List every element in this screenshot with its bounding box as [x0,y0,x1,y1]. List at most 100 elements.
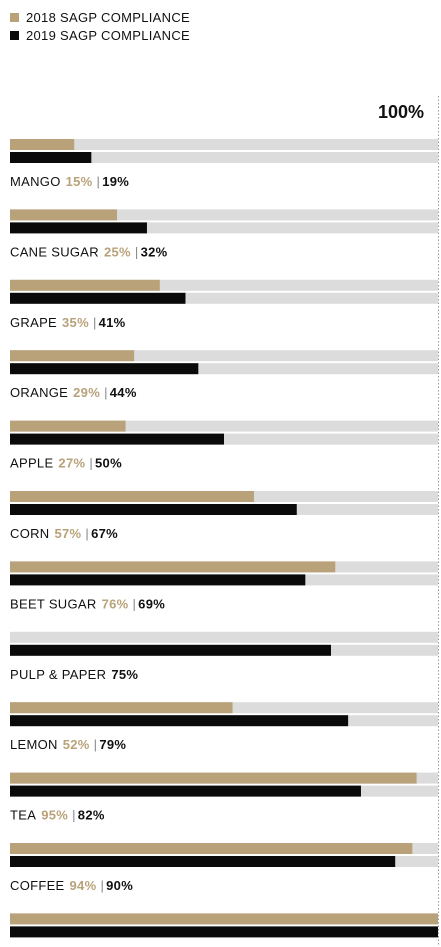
bar-2018 [10,209,117,221]
category-label: CANE SUGAR 25% | 32% [10,244,168,259]
value-separator: | [104,385,108,400]
bar-2019 [10,715,349,727]
bar-2019 [10,574,306,586]
category-label: TEA 95% | 82% [10,808,105,823]
legend-item-2018: 2018 SAGP COMPLIANCE [10,8,190,26]
bar-group: SOYBEANS100%|100% [10,913,438,938]
bar-group: MANGO 15% | 19% [10,139,438,189]
bar-2019 [10,785,361,797]
value-label-2018: 35% [62,315,89,330]
category-name: GRAPE [10,315,57,330]
value-label-2018: 27% [58,456,85,471]
bar-group: CORN 57% | 67% [10,491,438,541]
category-label: COFFEE 94% | 90% [10,878,133,893]
value-label-2019: 79% [99,737,126,752]
category-name: TEA [10,808,36,823]
bar-2019 [10,363,199,375]
category-name: ORANGE [10,385,68,400]
bar-group: COFFEE 94% | 90% [10,843,438,893]
bar-group: APPLE 27% | 50% [10,420,438,471]
category-name: MANGO [10,174,61,189]
value-label-2019: 75% [111,667,138,682]
bar-2019 [10,926,438,938]
category-label: MANGO 15% | 19% [10,174,129,189]
bar-2018 [10,350,135,362]
category-name: COFFEE [10,878,65,893]
category-label: BEET SUGAR 76% | 69% [10,596,165,611]
legend-swatch-2019 [10,30,19,40]
track-2019 [10,222,438,234]
track-2019 [10,152,438,163]
value-label-2019: 19% [102,174,129,189]
value-separator: | [72,808,76,823]
value-label-2019: 69% [138,596,165,611]
legend-item-2019: 2019 SAGP COMPLIANCE [10,26,190,44]
value-separator: | [100,878,104,893]
bar-2018 [10,772,417,784]
bar-2018 [10,913,438,925]
value-separator: | [94,737,98,752]
value-label-2019: 50% [95,456,122,471]
value-label-2018: 29% [73,385,100,400]
value-separator: | [132,596,136,611]
bar-2019 [10,222,147,234]
category-label: CORN 57% | 67% [10,526,118,541]
track-2018 [10,279,438,291]
bar-2019 [10,152,92,163]
value-label-2018: 76% [102,596,129,611]
legend: 2018 SAGP COMPLIANCE 2019 SAGP COMPLIANC… [10,8,190,44]
bar-2019 [10,504,297,515]
value-label-2019: 82% [78,808,105,823]
category-label: APPLE 27% | 50% [10,456,122,471]
track-2018 [10,209,438,221]
bar-2018 [10,139,75,150]
track-2018 [10,139,438,150]
category-name: PULP & PAPER [10,667,106,682]
value-label-2019: 67% [91,526,118,541]
bar-2019 [10,292,186,304]
bar-group: ORANGE 29% | 44% [10,350,438,400]
bar-2019 [10,856,396,867]
bar-2018 [10,491,254,502]
value-label-2018: 25% [104,244,131,259]
bar-2019 [10,644,331,656]
value-label-2019: 90% [106,878,133,893]
track-2018 [10,420,438,432]
value-label-2018: 15% [66,174,93,189]
category-label: ORANGE 29% | 44% [10,385,137,400]
axis-max-label: 100% [378,102,424,122]
value-label-2019: 41% [99,315,126,330]
value-label-2019: 32% [141,244,168,259]
category-name: BEET SUGAR [10,596,97,611]
bar-group: LEMON 52% | 79% [10,702,438,752]
legend-label-2019: 2019 SAGP COMPLIANCE [26,27,190,43]
value-separator: | [89,456,93,471]
legend-label-2018: 2018 SAGP COMPLIANCE [26,9,190,25]
category-name: CANE SUGAR [10,244,99,259]
category-label: PULP & PAPER 75% [10,667,138,682]
legend-swatch-2018 [10,12,19,22]
value-separator: | [85,526,89,541]
track-2019 [10,292,438,304]
category-name: CORN [10,526,49,541]
category-label: LEMON 52% | 79% [10,737,126,752]
value-label-2018: 57% [54,526,81,541]
value-separator: | [93,315,97,330]
bar-group: TEA 95% | 82% [10,772,438,823]
value-separator: | [97,174,101,189]
bar-2018 [10,420,126,432]
value-label-2019: 44% [110,385,137,400]
bar-2019 [10,433,224,445]
bar-groups: MANGO 15% | 19%CANE SUGAR 25% | 32%GRAPE 35% | 41… [10,139,438,938]
value-label-2018: 94% [70,878,97,893]
bar-group: GRAPE 35% | 41% [10,279,438,330]
value-separator: | [135,244,139,259]
category-label: GRAPE 35% | 41% [10,315,126,330]
value-label-2018: 95% [41,808,68,823]
bar-2018 [10,843,413,854]
bar-2018 [10,279,160,291]
category-name: LEMON [10,737,58,752]
track-2018 [10,350,438,362]
category-name: APPLE [10,456,53,471]
